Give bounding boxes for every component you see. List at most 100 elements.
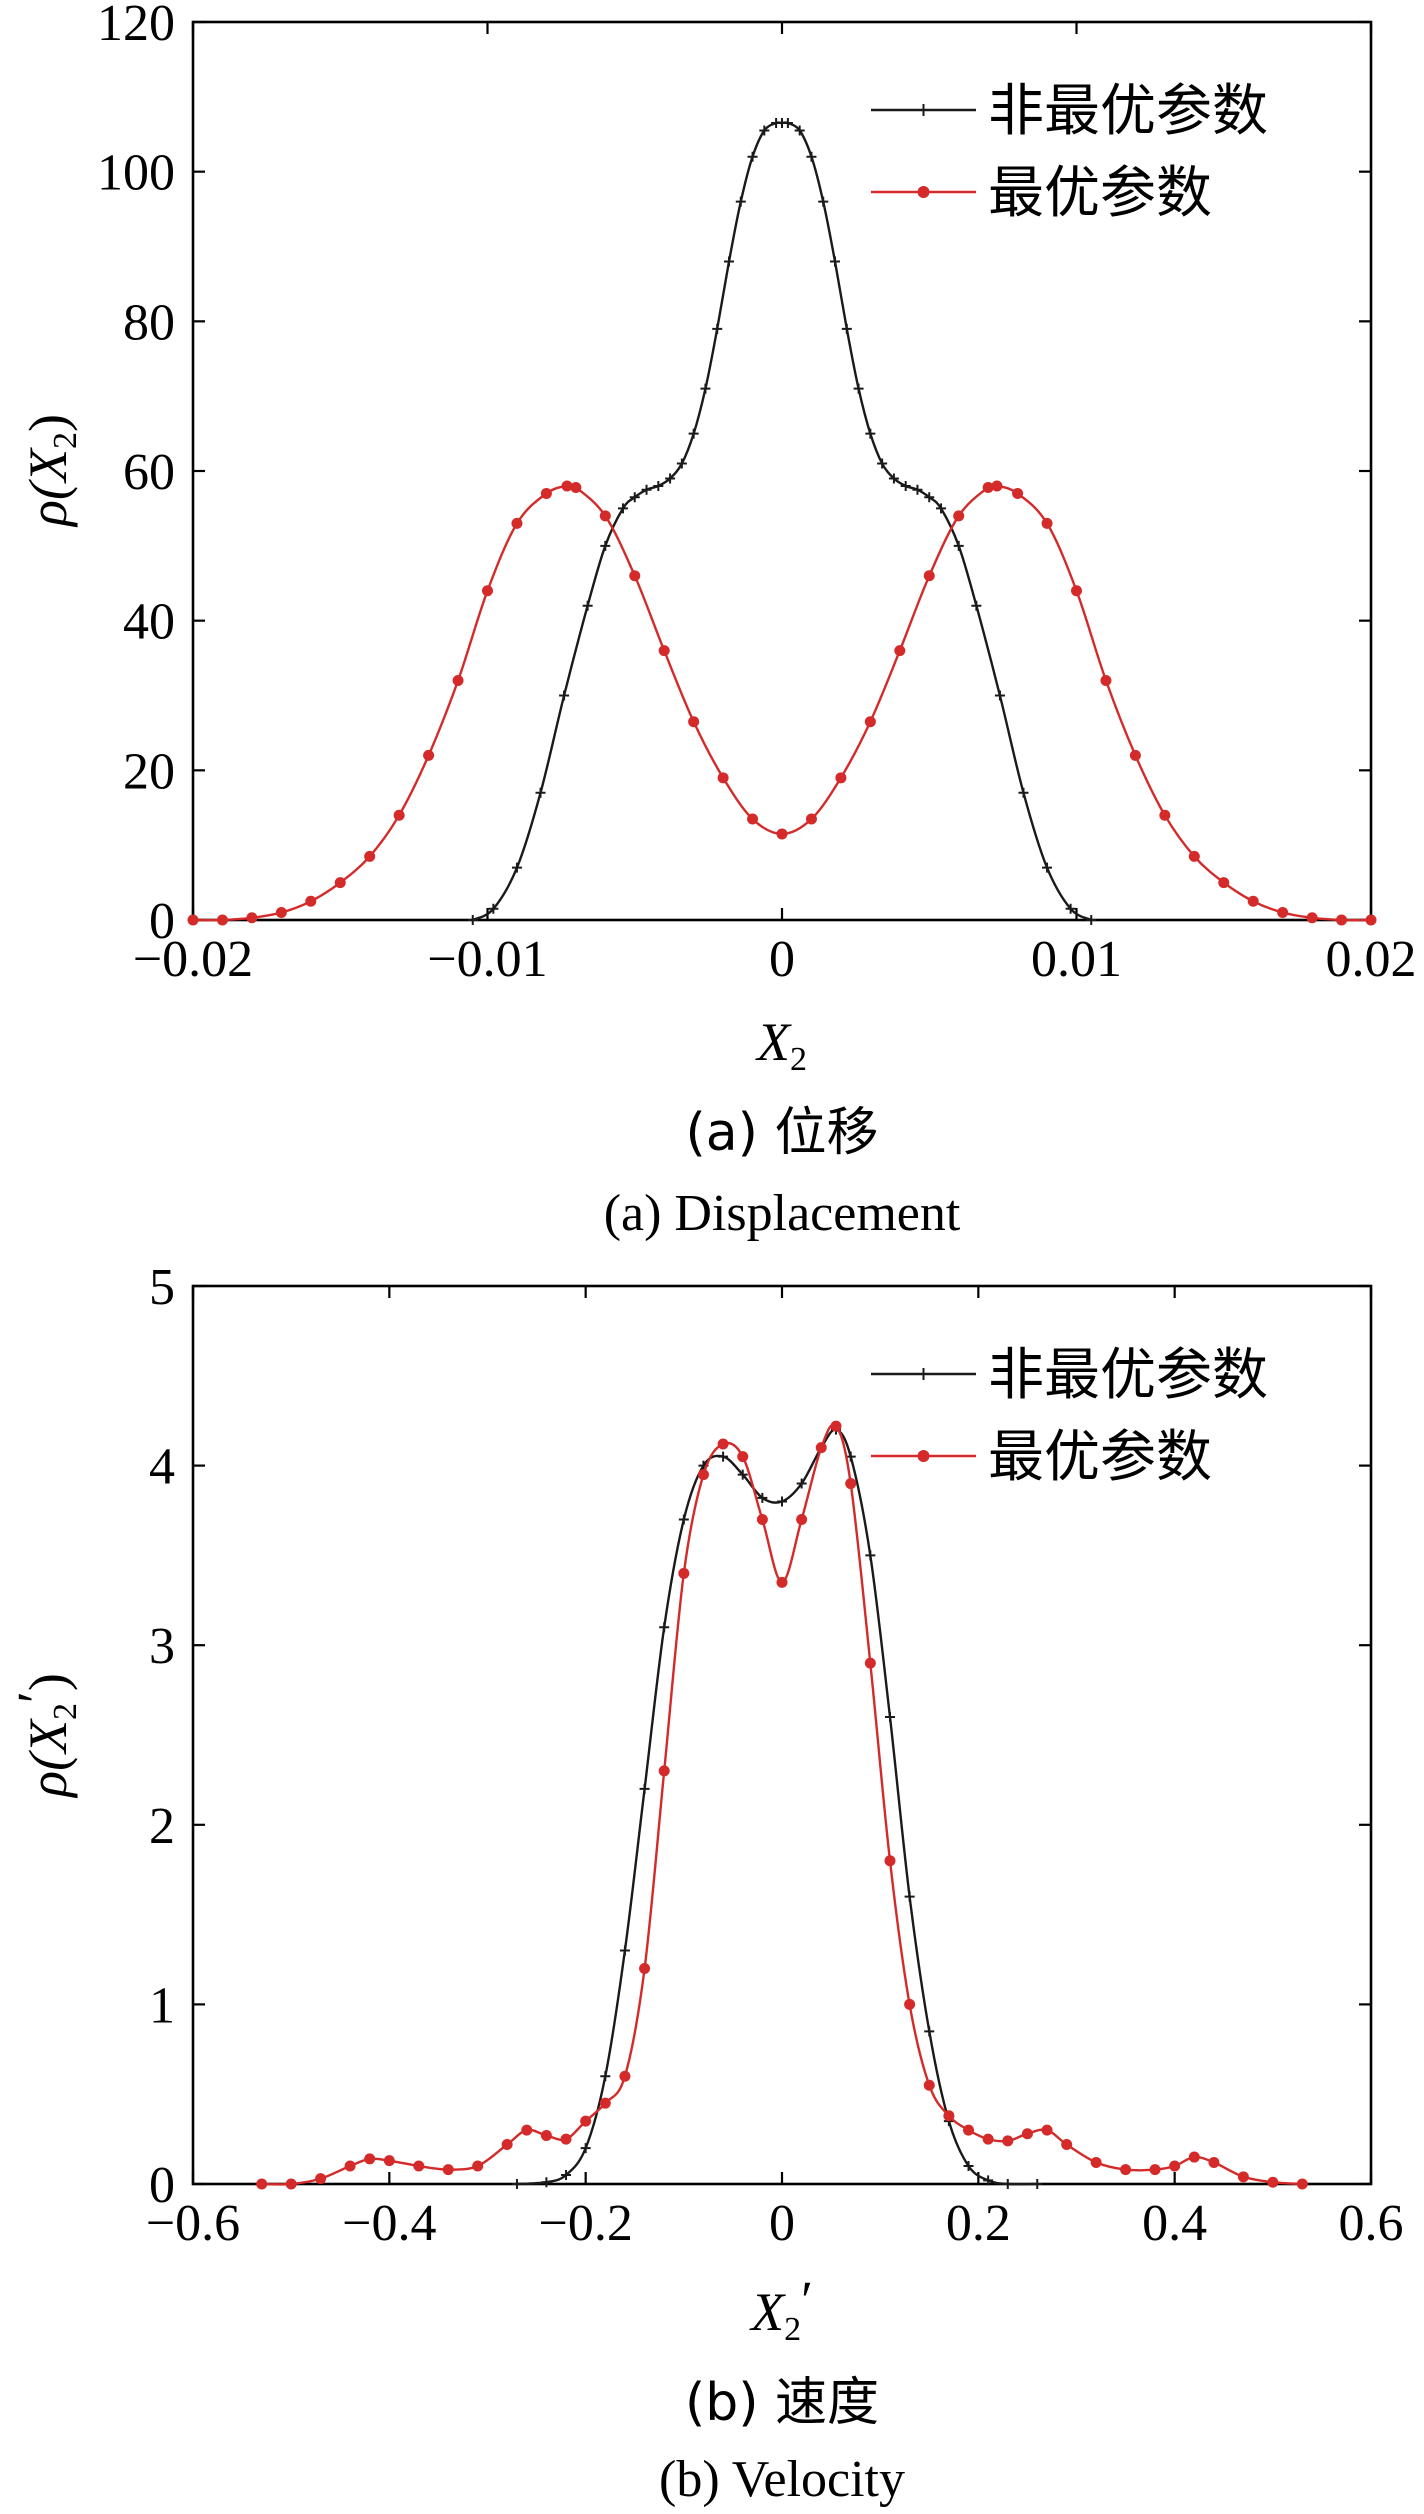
- data-point: [688, 716, 700, 728]
- data-point: [1018, 787, 1029, 798]
- data-point: [580, 2143, 591, 2154]
- data-point: [936, 503, 947, 514]
- data-point: [1012, 487, 1024, 499]
- data-point: [794, 125, 805, 136]
- data-point: [582, 600, 593, 611]
- data-point: [1090, 2156, 1102, 2168]
- x-tick-label: −0.01: [427, 931, 547, 988]
- data-point: [884, 1712, 895, 1723]
- data-point: [830, 1420, 842, 1432]
- data-point: [991, 480, 1003, 492]
- y-tick-label: 0: [149, 893, 175, 950]
- data-point: [805, 813, 817, 825]
- data-point: [1071, 585, 1082, 597]
- data-point: [865, 428, 876, 439]
- data-point: [845, 1478, 857, 1490]
- data-point: [599, 510, 611, 522]
- data-point: [511, 517, 523, 529]
- data-point: [1208, 2156, 1220, 2168]
- data-point: [796, 1478, 807, 1489]
- series-layer: [187, 118, 1377, 926]
- data-point: [747, 813, 759, 825]
- data-point: [718, 1451, 729, 1462]
- y-tick-label: 3: [149, 1618, 175, 1675]
- y-tick-label: 40: [123, 594, 175, 651]
- data-point: [835, 772, 847, 784]
- y-tick-label: 2: [149, 1798, 175, 1855]
- data-point: [275, 907, 287, 919]
- data-point: [717, 772, 729, 784]
- data-point: [364, 850, 376, 862]
- series-line-non-optimal: [516, 1428, 1038, 2186]
- data-point: [482, 585, 493, 597]
- data-point: [1169, 2160, 1181, 2172]
- data-point: [888, 473, 899, 484]
- series-line-non-optimal: [472, 121, 1092, 922]
- data-point: [511, 2179, 522, 2189]
- data-point: [570, 481, 582, 493]
- data-point: [864, 716, 876, 728]
- data-point: [488, 903, 499, 914]
- data-point: [963, 2161, 974, 2172]
- data-point: [1100, 675, 1112, 687]
- data-point: [1021, 2128, 1033, 2140]
- data-point: [676, 458, 687, 469]
- y-tick-label: 0: [149, 2157, 175, 2214]
- data-point: [344, 2160, 356, 2172]
- data-point: [1086, 915, 1097, 925]
- data-point: [442, 2164, 454, 2176]
- data-point: [1041, 517, 1053, 529]
- data-point: [982, 481, 994, 493]
- data-point: [540, 487, 552, 499]
- data-point: [619, 2070, 631, 2082]
- data-point: [659, 1622, 670, 1633]
- data-point: [658, 1765, 670, 1777]
- data-point: [923, 570, 935, 582]
- data-point: [776, 828, 788, 840]
- y-tick-label: 80: [123, 294, 175, 351]
- data-point: [756, 1513, 768, 1525]
- x-tick-label: −0.2: [539, 2195, 633, 2252]
- data-point: [472, 2160, 484, 2172]
- data-point: [1002, 2135, 1014, 2147]
- data-point: [1061, 2138, 1073, 2150]
- data-point: [541, 2177, 552, 2188]
- data-point: [1188, 850, 1200, 862]
- data-point: [971, 600, 982, 611]
- y-tick-label: 1: [149, 1977, 175, 2034]
- data-point: [619, 1945, 630, 1956]
- caption-chinese: (a) 位移: [686, 1103, 879, 1163]
- data-point: [629, 570, 641, 582]
- data-point: [1247, 895, 1259, 907]
- data-point: [700, 383, 711, 394]
- data-point: [216, 914, 228, 926]
- data-point: [423, 749, 435, 761]
- data-point: [983, 2175, 994, 2186]
- data-point: [285, 2178, 297, 2190]
- data-point: [759, 125, 770, 136]
- legend-marker: [917, 1450, 930, 1462]
- data-point: [678, 1567, 690, 1579]
- data-point: [413, 2160, 425, 2172]
- x-tick-label: 0.01: [1031, 931, 1122, 988]
- data-point: [1149, 2164, 1161, 2176]
- data-point: [830, 256, 841, 267]
- data-point: [521, 2124, 533, 2136]
- data-point: [560, 2133, 572, 2145]
- data-point: [658, 645, 670, 657]
- data-point: [600, 540, 611, 551]
- data-point: [1267, 2176, 1279, 2188]
- data-point: [678, 1514, 689, 1525]
- panel-displacement: −0.02 −0.01 0 0.01 0.02 0 20 40 60 80 100 120 非最优参数…: [18, 0, 1417, 1242]
- x-axis-label: X2′: [749, 2270, 813, 2348]
- data-point: [884, 1855, 896, 1867]
- data-point: [665, 473, 676, 484]
- data-point: [305, 895, 317, 907]
- data-point: [894, 645, 906, 657]
- data-point: [912, 484, 923, 495]
- data-point: [717, 1438, 729, 1450]
- data-point: [1041, 2124, 1053, 2136]
- data-point: [639, 1962, 651, 1974]
- data-point: [559, 690, 570, 701]
